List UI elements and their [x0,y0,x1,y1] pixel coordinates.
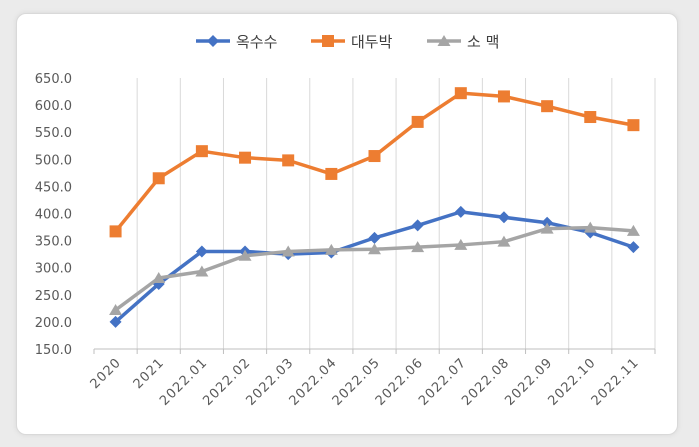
data-point-triangle [324,243,338,255]
legend: 옥수수 대두박 소 맥 [196,33,499,51]
legend-item: 소 맥 [427,33,499,51]
data-point-square [411,115,424,128]
y-tick-label: 550.0 [35,126,72,141]
y-tick-label: 400.0 [35,208,72,223]
data-point-square [325,167,338,180]
x-tick-label: 2021 [131,355,168,392]
data-point-diamond [454,205,467,218]
data-point-triangle [411,241,425,253]
data-point-square [454,87,467,100]
y-tick-label: 600.0 [35,99,72,114]
data-point-diamond [368,231,381,244]
y-tick-label: 200.0 [35,316,72,331]
data-point-diamond [109,315,122,328]
data-point-square [627,119,640,132]
legend-item: 대두박 [311,33,393,51]
data-point-diamond [497,211,510,224]
data-point-triangle [195,265,209,277]
axes: 150.0 200.0 250.0 300.0 350.0 400.0 450.0 500.0… [35,72,656,409]
legend-label: 대두박 [351,33,393,51]
legend-label: 소 맥 [467,33,499,51]
y-tick-label: 350.0 [35,235,72,250]
y-tick-label: 500.0 [35,153,72,168]
data-point-square [282,154,295,167]
series-triangle [109,221,640,315]
data-point-diamond [195,245,208,258]
data-point-diamond [207,35,219,47]
data-point-triangle [454,238,468,250]
legend-item: 옥수수 [196,33,277,51]
data-point-triangle [497,235,511,247]
legend-label: 옥수수 [236,33,277,51]
data-point-square [584,111,597,124]
y-tick-label: 450.0 [35,180,72,195]
y-tick-label: 300.0 [35,262,72,277]
series-square [109,87,640,238]
data-point-diamond [627,241,640,254]
data-point-square [239,151,252,164]
series-line [114,91,634,233]
series-diamond [109,205,640,328]
y-tick-label: 250.0 [35,289,72,304]
data-point-triangle [368,243,381,255]
y-tick-label: 650.0 [35,72,72,87]
data-point-square [152,172,165,185]
data-point-square [541,100,554,113]
gridlines [136,78,656,349]
data-point-triangle [540,222,554,234]
x-tick-label: 2020 [88,355,125,392]
data-point-triangle [238,249,252,261]
x-tick-label: 2022.11 [589,355,643,409]
data-point-triangle [583,221,597,233]
y-tick-label: 150.0 [35,343,72,358]
data-point-triangle [626,224,640,236]
data-point-triangle [281,245,295,257]
series-layer [109,87,640,328]
data-point-square [322,35,334,47]
chart-container [16,13,678,435]
data-point-triangle [437,35,451,46]
data-point-square [195,145,208,158]
data-point-triangle [109,303,123,315]
data-point-diamond [411,219,424,232]
data-point-triangle [152,271,166,283]
data-point-square [497,90,510,103]
data-point-square [109,225,122,238]
data-point-square [368,150,381,163]
